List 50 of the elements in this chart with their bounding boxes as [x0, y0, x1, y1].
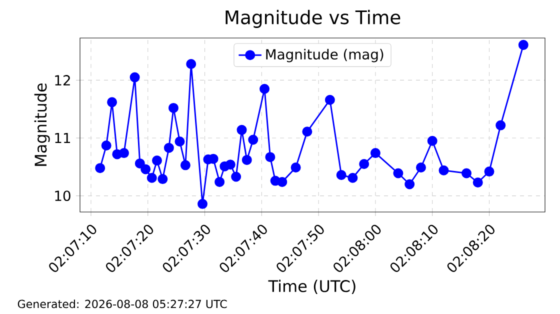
point — [174, 136, 185, 146]
point — [472, 178, 483, 188]
point — [461, 168, 472, 178]
y-axis-title: Magnitude — [34, 83, 50, 166]
y-tick-label: 10 — [55, 190, 70, 202]
point — [140, 164, 151, 174]
point — [324, 94, 335, 105]
point — [277, 176, 288, 187]
point — [168, 102, 178, 113]
point — [359, 159, 370, 170]
point — [290, 162, 301, 172]
point — [214, 176, 225, 187]
point — [152, 156, 162, 166]
point — [101, 140, 112, 151]
point — [242, 154, 252, 165]
point — [231, 172, 242, 182]
text: Generated: 2026-08-08 05:27:27 UTC — [18, 300, 227, 308]
point — [416, 162, 426, 172]
legend-label: Magnitude (mag) — [266, 48, 384, 62]
point — [484, 166, 494, 177]
point — [404, 179, 415, 190]
point — [107, 97, 118, 108]
point — [427, 136, 438, 146]
point — [302, 126, 312, 137]
point — [336, 170, 346, 180]
point — [164, 142, 174, 153]
point — [180, 160, 190, 170]
point — [236, 124, 247, 135]
point — [198, 198, 208, 209]
point — [496, 120, 506, 130]
point — [370, 148, 380, 158]
point — [225, 160, 236, 170]
point — [438, 165, 449, 176]
x-axis-title: Time (UTC) — [268, 280, 356, 294]
point — [348, 172, 358, 183]
point — [393, 168, 404, 178]
chart-title: Magnitude vs Time — [226, 10, 400, 28]
point — [95, 163, 106, 174]
point — [158, 174, 168, 184]
point — [134, 158, 145, 168]
point — [260, 84, 270, 94]
point — [118, 148, 129, 158]
point — [186, 59, 196, 70]
point — [130, 72, 140, 82]
point — [518, 40, 528, 50]
point — [248, 134, 258, 145]
point — [265, 152, 276, 162]
y-tick-label: 11 — [55, 132, 70, 144]
point — [146, 172, 157, 183]
y-tick-label: 12 — [55, 75, 70, 86]
